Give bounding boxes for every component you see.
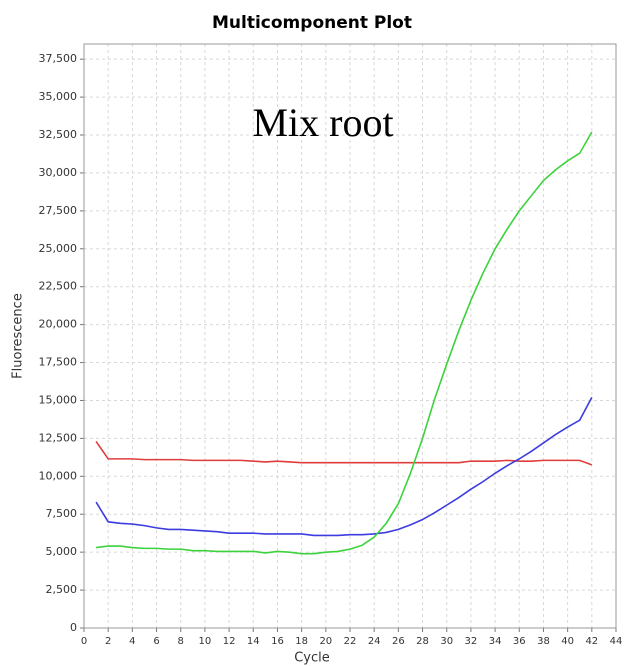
y-tick-label: 35,000 (39, 90, 78, 103)
x-tick-label: 36 (513, 636, 526, 647)
plot-frame (83, 43, 617, 629)
y-tick-label: 37,500 (39, 52, 78, 65)
x-tick-label: 34 (489, 636, 502, 647)
x-tick-label: 4 (129, 636, 135, 647)
chart-title: Multicomponent Plot (212, 13, 412, 33)
x-tick-label: 26 (392, 636, 405, 647)
annotation: Mix root (252, 100, 393, 145)
y-tick-label: 0 (70, 621, 77, 634)
y-axis-label: Fluorescence (11, 293, 26, 379)
x-axis-label: Cycle (294, 651, 330, 666)
y-tick-label: 15,000 (39, 393, 78, 406)
x-tick-label: 6 (153, 636, 159, 647)
y-tick-label: 5,000 (46, 545, 78, 558)
x-tick-label: 38 (537, 636, 550, 647)
y-tick-label: 2,500 (46, 583, 78, 596)
x-tick-label: 22 (344, 636, 357, 647)
x-tick-label: 14 (247, 636, 260, 647)
y-tick-label: 25,000 (39, 242, 78, 255)
data-line (95, 131, 593, 555)
y-tick-label: 12,500 (39, 431, 78, 444)
data-line (95, 397, 593, 537)
data-line (95, 440, 593, 466)
y-tick-label: 32,500 (39, 128, 78, 141)
y-tick-label: 10,000 (39, 469, 78, 482)
x-tick-label: 0 (81, 636, 87, 647)
y-tick-label: 17,500 (39, 356, 78, 369)
x-tick-label: 24 (368, 636, 381, 647)
x-tick-label: 32 (465, 636, 478, 647)
x-tick-label: 18 (295, 636, 308, 647)
y-tick-label: 7,500 (46, 507, 78, 520)
y-tick-label: 22,500 (39, 280, 78, 293)
x-tick-label: 28 (416, 636, 429, 647)
x-tick-label: 20 (319, 636, 332, 647)
x-tick-label: 8 (178, 636, 184, 647)
x-tick-label: 44 (610, 636, 623, 647)
x-tick-label: 12 (223, 636, 236, 647)
x-tick-label: 30 (440, 636, 453, 647)
x-tick-label: 2 (105, 636, 111, 647)
x-tick-label: 42 (585, 636, 598, 647)
x-tick-label: 40 (561, 636, 574, 647)
y-tick-label: 30,000 (39, 166, 78, 179)
y-tick-label: 20,000 (39, 318, 78, 331)
x-tick-label: 10 (199, 636, 212, 647)
x-tick-label: 16 (271, 636, 284, 647)
y-tick-label: 27,500 (39, 204, 78, 217)
